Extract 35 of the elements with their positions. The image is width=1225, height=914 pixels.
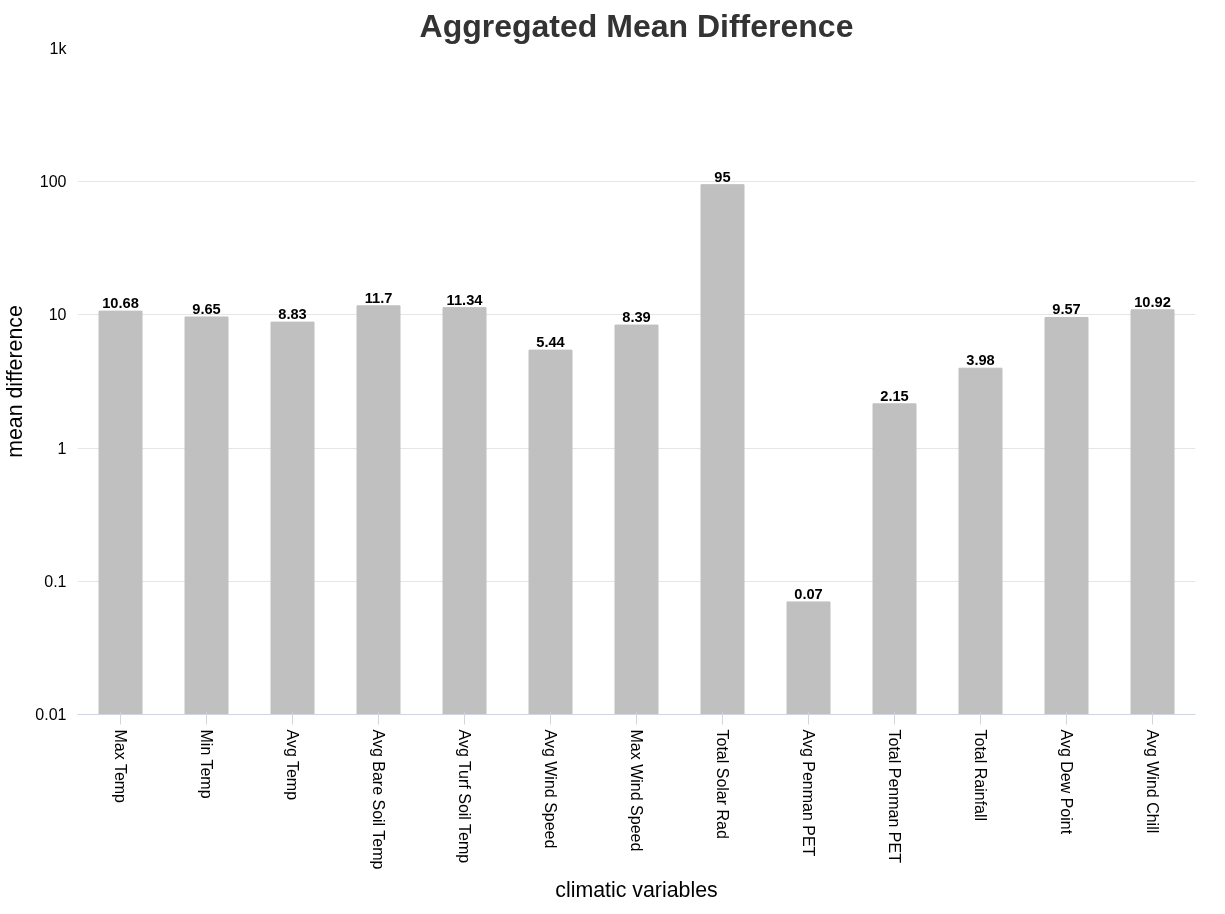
data-label: 11.7 (364, 289, 393, 306)
data-label: 11.34 (446, 291, 484, 308)
y-tick-label: 0.1 (44, 572, 67, 590)
x-tick-label: Avg Turf Soil Temp (456, 729, 473, 864)
y-tick-label: 100 (39, 173, 67, 191)
data-label: 3.98 (966, 352, 995, 369)
x-tick-label: Total Penman PET (886, 729, 903, 864)
x-tick-label: Max Wind Speed (628, 729, 645, 852)
data-label: 5.44 (536, 334, 566, 351)
y-tick-label: 1 (57, 439, 67, 457)
x-axis-title: climatic variables (555, 877, 718, 902)
y-tick-label: 0.01 (35, 706, 67, 723)
x-tick-label: Avg Wind Chill (1144, 729, 1161, 834)
data-label: 10.92 (1134, 293, 1171, 310)
x-tick-label: Total Rainfall (972, 729, 989, 822)
chart-title: Aggregated Mean Difference (419, 7, 854, 44)
data-label: 95 (714, 168, 731, 185)
y-tick-label: 10 (48, 306, 67, 324)
x-tick-label: Total Solar Rad (714, 729, 731, 839)
x-tick-label: Avg Wind Speed (542, 729, 559, 849)
data-label: 10.68 (102, 295, 139, 312)
data-label: 0.07 (794, 585, 823, 602)
x-tick-label: Avg Temp (284, 729, 301, 801)
x-tick-label: Avg Bare Soil Temp (370, 729, 387, 870)
data-label: 9.57 (1052, 301, 1081, 318)
y-tick-label: 1k (49, 40, 68, 57)
data-label: 8.39 (622, 309, 651, 326)
x-tick-label: Avg Penman PET (800, 729, 817, 857)
x-tick-label: Min Temp (198, 729, 215, 799)
data-label: 8.83 (278, 306, 307, 323)
x-tick-label: Max Temp (112, 729, 129, 804)
data-label: 9.65 (192, 300, 221, 317)
data-label: 2.15 (880, 387, 909, 404)
y-axis-title: mean difference (3, 305, 28, 458)
x-tick-label: Avg Dew Point (1058, 729, 1075, 835)
